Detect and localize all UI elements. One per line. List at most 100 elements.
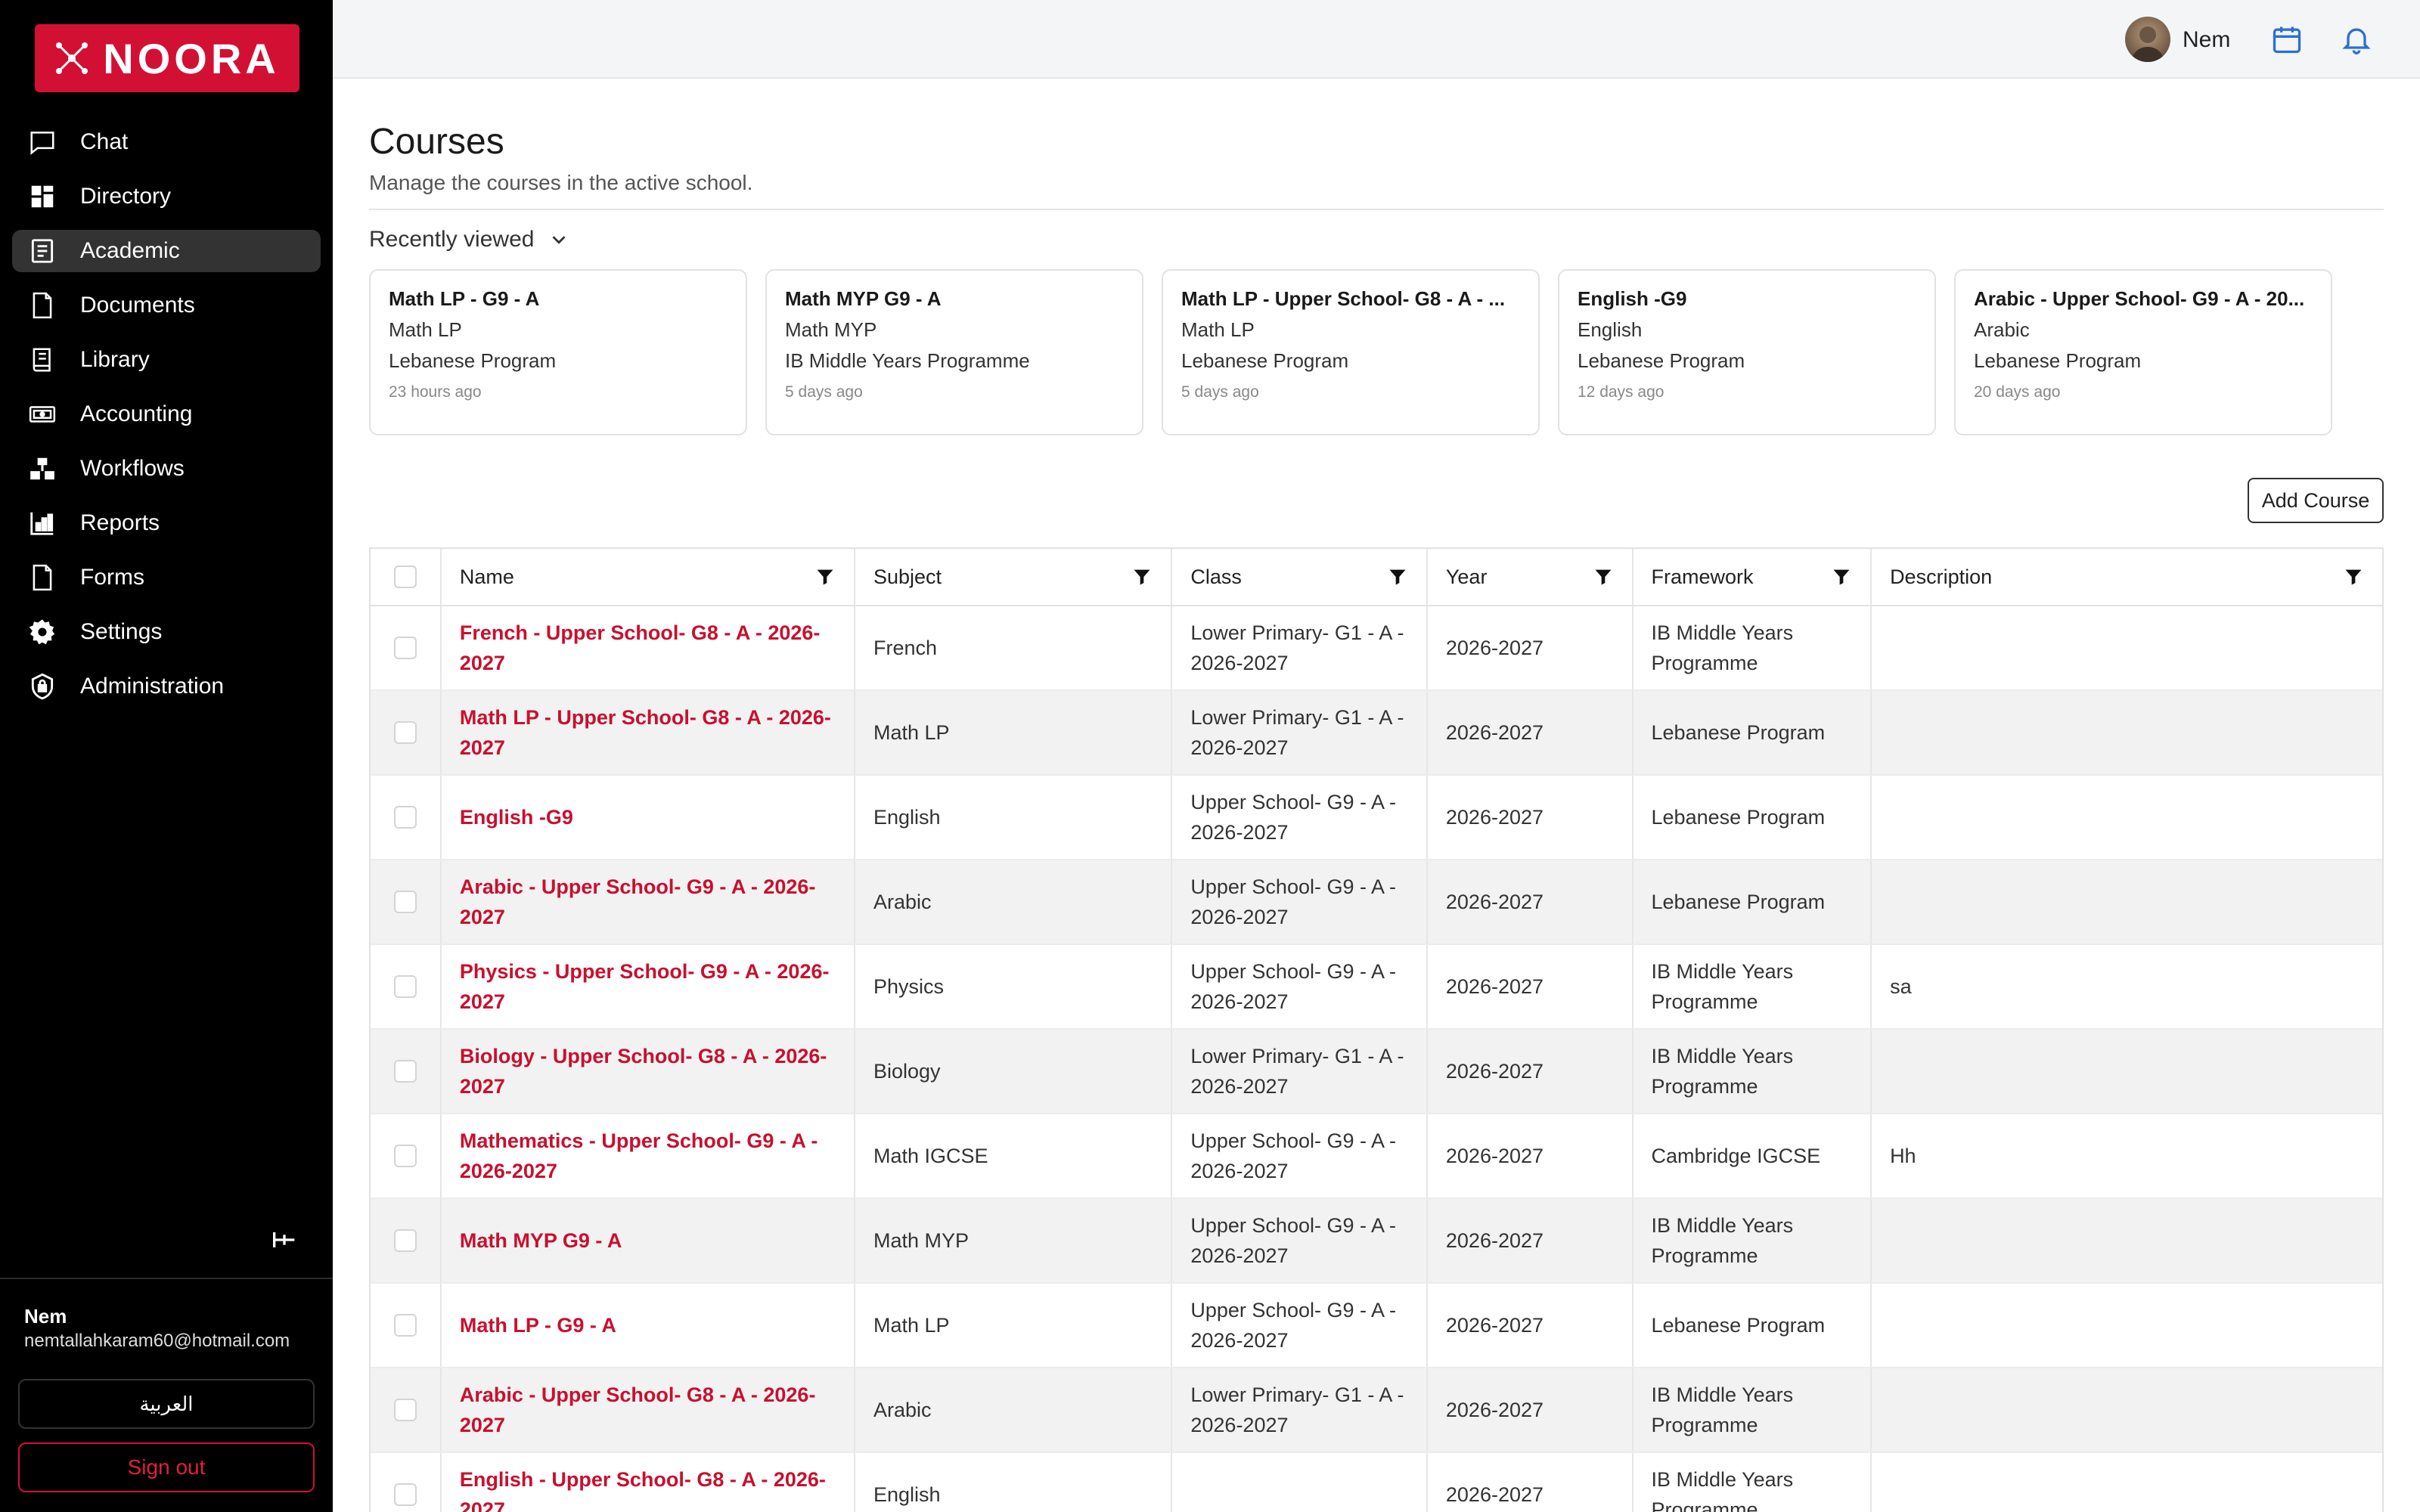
table-row[interactable]: Math MYP G9 - A Math MYP Upper School- G… — [371, 1199, 2382, 1284]
table-row[interactable]: English - Upper School- G8 - A - 2026-20… — [371, 1453, 2382, 1512]
filter-icon[interactable] — [814, 566, 836, 587]
recently-viewed-toggle[interactable]: Recently viewed — [369, 227, 570, 253]
topbar-user-name[interactable]: Nem — [2183, 27, 2231, 52]
card-framework: Lebanese Program — [389, 349, 557, 372]
sidebar-item-workflows[interactable]: Workflows — [12, 448, 321, 490]
avatar[interactable] — [2125, 17, 2170, 62]
cell-framework: IB Middle Years Programme — [1634, 1030, 1872, 1113]
sidebar-item-documents[interactable]: Documents — [12, 284, 321, 327]
sidebar-item-reports[interactable]: Reports — [12, 502, 321, 544]
shield-icon — [27, 671, 57, 702]
course-name-link[interactable]: English - Upper School- G8 - A - 2026-20… — [459, 1468, 826, 1512]
cell-class: Upper School- G9 - A - 2026-2027 — [1172, 1284, 1428, 1367]
table-row[interactable]: English -G9 English Upper School- G9 - A… — [371, 776, 2382, 860]
cell-class: Upper School- G9 - A - 2026-2027 — [1172, 1114, 1428, 1198]
filter-icon[interactable] — [1593, 566, 1614, 587]
course-name-link[interactable]: French - Upper School- G8 - A - 2026-202… — [459, 621, 821, 674]
row-select-cell — [371, 606, 442, 689]
cell-class — [1172, 1453, 1428, 1512]
table-row[interactable]: Mathematics - Upper School- G9 - A - 202… — [371, 1114, 2382, 1199]
sidebar-nav: Chat Directory Academic Documents Librar… — [12, 121, 321, 720]
row-checkbox[interactable] — [393, 721, 417, 744]
table-row[interactable]: Math LP - Upper School- G8 - A - 2026-20… — [371, 691, 2382, 776]
calendar-icon[interactable] — [2270, 23, 2304, 56]
sign-out-button[interactable]: Sign out — [18, 1442, 315, 1492]
card-framework: Lebanese Program — [1974, 349, 2142, 372]
table-row[interactable]: Math LP - G9 - A Math LP Upper School- G… — [371, 1284, 2382, 1368]
sidebar-item-library[interactable]: Library — [12, 339, 321, 381]
recent-course-card[interactable]: Math LP - G9 - A Math LP Lebanese Progra… — [369, 269, 747, 435]
select-all-checkbox[interactable] — [393, 565, 417, 588]
row-checkbox[interactable] — [393, 1314, 417, 1337]
row-checkbox[interactable] — [393, 1483, 417, 1506]
row-checkbox[interactable] — [393, 975, 417, 998]
course-name-link[interactable]: English -G9 — [459, 806, 573, 829]
sidebar-item-chat[interactable]: Chat — [12, 121, 321, 163]
card-title: English -G9 — [1578, 287, 1687, 310]
filter-icon[interactable] — [1131, 566, 1153, 587]
column-label: Subject — [873, 565, 942, 588]
row-checkbox[interactable] — [393, 891, 417, 913]
cell-framework: Lebanese Program — [1634, 691, 1872, 774]
cell-subject: Arabic — [855, 860, 1173, 943]
recent-course-card[interactable]: Math LP - Upper School- G8 - A - ... Mat… — [1162, 269, 1540, 435]
cell-year: 2026-2027 — [1428, 1030, 1634, 1113]
table-row[interactable]: Biology - Upper School- G8 - A - 2026-20… — [371, 1030, 2382, 1114]
row-checkbox[interactable] — [393, 637, 417, 659]
bell-icon[interactable] — [2340, 23, 2373, 56]
cell-subject: Physics — [855, 945, 1173, 1028]
sidebar-item-settings[interactable]: Settings — [12, 611, 321, 653]
filter-icon[interactable] — [1831, 566, 1852, 587]
sidebar-item-accounting[interactable]: Accounting — [12, 393, 321, 435]
filter-icon[interactable] — [1387, 566, 1408, 587]
language-toggle-button[interactable]: العربية — [18, 1379, 315, 1429]
cell-framework: IB Middle Years Programme — [1634, 945, 1872, 1028]
course-name-link[interactable]: Math LP - Upper School- G8 - A - 2026-20… — [459, 706, 831, 759]
row-checkbox[interactable] — [393, 1229, 417, 1252]
sidebar-item-directory[interactable]: Directory — [12, 175, 321, 218]
cell-year: 2026-2027 — [1428, 1453, 1634, 1512]
recent-course-card[interactable]: English -G9 English Lebanese Program 12 … — [1558, 269, 1936, 435]
cell-year: 2026-2027 — [1428, 1199, 1634, 1282]
row-checkbox[interactable] — [393, 806, 417, 829]
row-checkbox[interactable] — [393, 1145, 417, 1167]
select-all-cell — [371, 549, 442, 605]
table-row[interactable]: French - Upper School- G8 - A - 2026-202… — [371, 606, 2382, 691]
recent-course-card[interactable]: Arabic - Upper School- G9 - A - 20... Ar… — [1954, 269, 2332, 435]
table-row[interactable]: Arabic - Upper School- G9 - A - 2026-202… — [371, 860, 2382, 945]
cell-description — [1872, 776, 2382, 859]
table-row[interactable]: Physics - Upper School- G9 - A - 2026-20… — [371, 945, 2382, 1030]
sidebar-item-forms[interactable]: Forms — [12, 556, 321, 599]
row-checkbox[interactable] — [393, 1060, 417, 1083]
course-name-link[interactable]: Biology - Upper School- G8 - A - 2026-20… — [459, 1045, 827, 1098]
table-row[interactable]: Arabic - Upper School- G8 - A - 2026-202… — [371, 1368, 2382, 1453]
reports-icon — [27, 508, 57, 538]
cell-framework: Cambridge IGCSE — [1634, 1114, 1872, 1198]
noora-logo[interactable]: NOORA — [35, 24, 299, 92]
filter-icon[interactable] — [2343, 566, 2364, 587]
card-time: 23 hours ago — [389, 383, 482, 401]
sidebar: NOORA Chat Directory Academic Documents … — [0, 0, 333, 1512]
row-select-cell — [371, 945, 442, 1028]
cell-name: Arabic - Upper School- G8 - A - 2026-202… — [442, 1368, 855, 1452]
course-name-link[interactable]: Mathematics - Upper School- G9 - A - 202… — [459, 1129, 818, 1182]
chevron-down-icon — [552, 236, 566, 244]
sidebar-item-academic[interactable]: Academic — [12, 230, 321, 272]
course-name-link[interactable]: Physics - Upper School- G9 - A - 2026-20… — [459, 960, 830, 1013]
cell-class: Lower Primary- G1 - A - 2026-2027 — [1172, 606, 1428, 689]
course-name-link[interactable]: Arabic - Upper School- G9 - A - 2026-202… — [459, 875, 816, 928]
cell-year: 2026-2027 — [1428, 860, 1634, 943]
sidebar-item-administration[interactable]: Administration — [12, 665, 321, 708]
add-course-button[interactable]: Add Course — [2248, 478, 2384, 523]
pin-sidebar-icon[interactable] — [269, 1225, 299, 1255]
course-name-link[interactable]: Arabic - Upper School- G8 - A - 2026-202… — [459, 1383, 816, 1436]
column-label: Description — [1890, 565, 1993, 588]
recently-viewed-label: Recently viewed — [369, 227, 535, 252]
course-name-link[interactable]: Math MYP G9 - A — [459, 1229, 622, 1252]
cell-year: 2026-2027 — [1428, 776, 1634, 859]
course-name-link[interactable]: Math LP - G9 - A — [459, 1314, 616, 1337]
recent-course-card[interactable]: Math MYP G9 - A Math MYP IB Middle Years… — [765, 269, 1143, 435]
cell-class: Lower Primary- G1 - A - 2026-2027 — [1172, 691, 1428, 774]
row-checkbox[interactable] — [393, 1399, 417, 1421]
header-divider — [369, 209, 2384, 210]
